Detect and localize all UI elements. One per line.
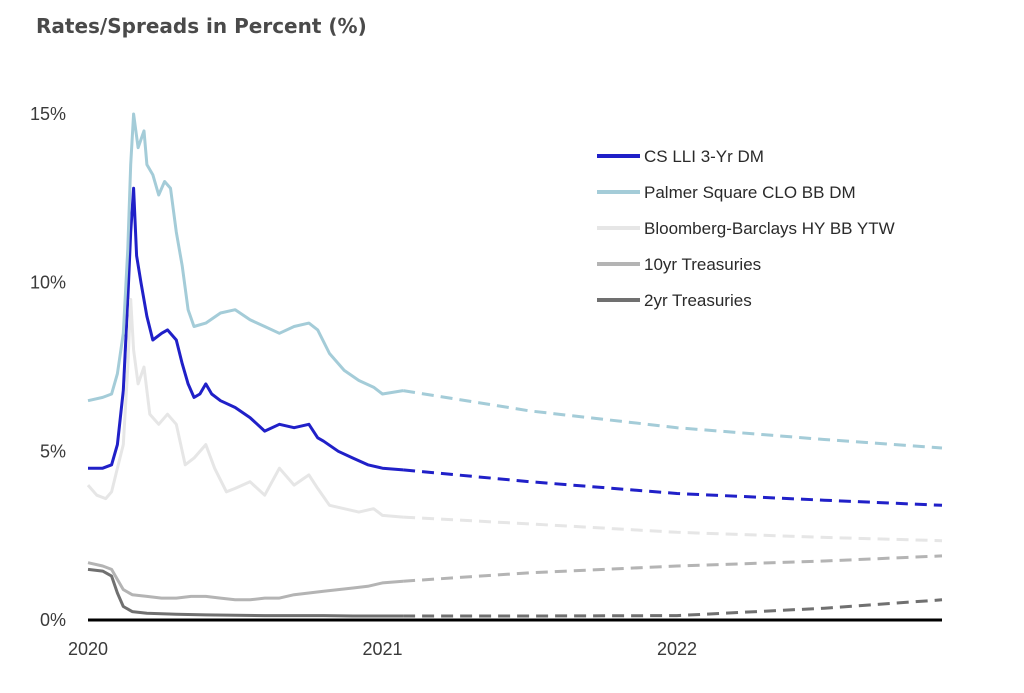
series-line-actual [87,567,404,618]
legend-label: Bloomberg-Barclays HY BB YTW [644,219,895,238]
legend-label: 2yr Treasuries [644,291,752,310]
series-layer [86,112,943,622]
y-tick-label: 10% [30,273,66,293]
x-tick-label: 2022 [657,639,697,659]
chart-title: Rates/Spreads in Percent (%) [36,14,367,38]
series-line-projected [402,389,943,450]
series-line-projected [402,468,943,507]
series-line-projected [403,515,943,543]
y-tick-label: 0% [40,610,66,630]
series-line-actual [86,298,404,519]
series-line-actual [87,561,404,602]
legend-label: 10yr Treasuries [644,255,761,274]
legend-label: CS LLI 3-Yr DM [644,147,764,166]
x-tick-label: 2021 [362,639,402,659]
series-line-projected [403,598,943,618]
legend: CS LLI 3-Yr DM Palmer Square CLO BB DM Blo… [597,147,895,310]
x-tick-label: 2020 [68,639,108,659]
series-line-projected [403,554,943,583]
y-tick-label: 15% [30,104,66,124]
series-line-actual [87,112,404,403]
y-tick-label: 5% [40,441,66,461]
axis-layer: 0% 5% 10% 15% 2020 2021 2022 [30,104,697,659]
series-line-actual [88,186,404,472]
legend-label: Palmer Square CLO BB DM [644,183,856,202]
